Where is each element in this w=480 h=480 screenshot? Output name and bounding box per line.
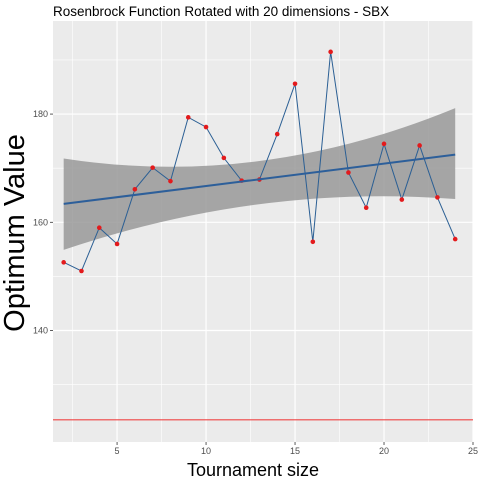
y-axis-label: Optimum Value: [0, 134, 31, 332]
data-point: [168, 178, 173, 184]
trend-line: [63, 153, 456, 205]
data-point: [114, 241, 120, 247]
chart-title: Rosenbrock Function Rotated with 20 dime…: [53, 4, 389, 19]
x-tick-label: 5: [115, 446, 120, 456]
data-point: [310, 239, 316, 245]
data-point: [381, 141, 387, 147]
data-point: [452, 236, 458, 242]
data-point: [417, 143, 422, 148]
y-tick-label: 140: [33, 326, 48, 336]
data-point: [185, 115, 191, 120]
data-point: [132, 186, 138, 192]
data-point: [61, 260, 66, 265]
x-tick-label: 25: [468, 446, 478, 456]
x-tick-label: 20: [379, 446, 389, 456]
data-point: [292, 81, 298, 87]
y-tick-label: 160: [33, 217, 48, 227]
data-point: [274, 131, 280, 137]
data-point: [79, 268, 84, 274]
x-axis-ticks: 5 10 15 20 25: [115, 442, 478, 456]
y-tick-label: 180: [33, 109, 48, 119]
data-point: [435, 195, 440, 200]
x-tick-label: 15: [290, 446, 300, 456]
data-point: [203, 124, 209, 130]
x-axis-label: Tournament size: [187, 460, 319, 480]
data-point: [346, 170, 351, 175]
data-point: [363, 205, 369, 210]
data-point: [328, 49, 333, 55]
x-tick-label: 10: [201, 446, 211, 456]
y-axis-ticks: 140 160 180: [33, 109, 53, 336]
data-point: [150, 165, 155, 170]
data-point: [399, 197, 405, 202]
data-points: [61, 49, 458, 274]
data-point: [221, 155, 227, 161]
data-point: [96, 225, 102, 231]
